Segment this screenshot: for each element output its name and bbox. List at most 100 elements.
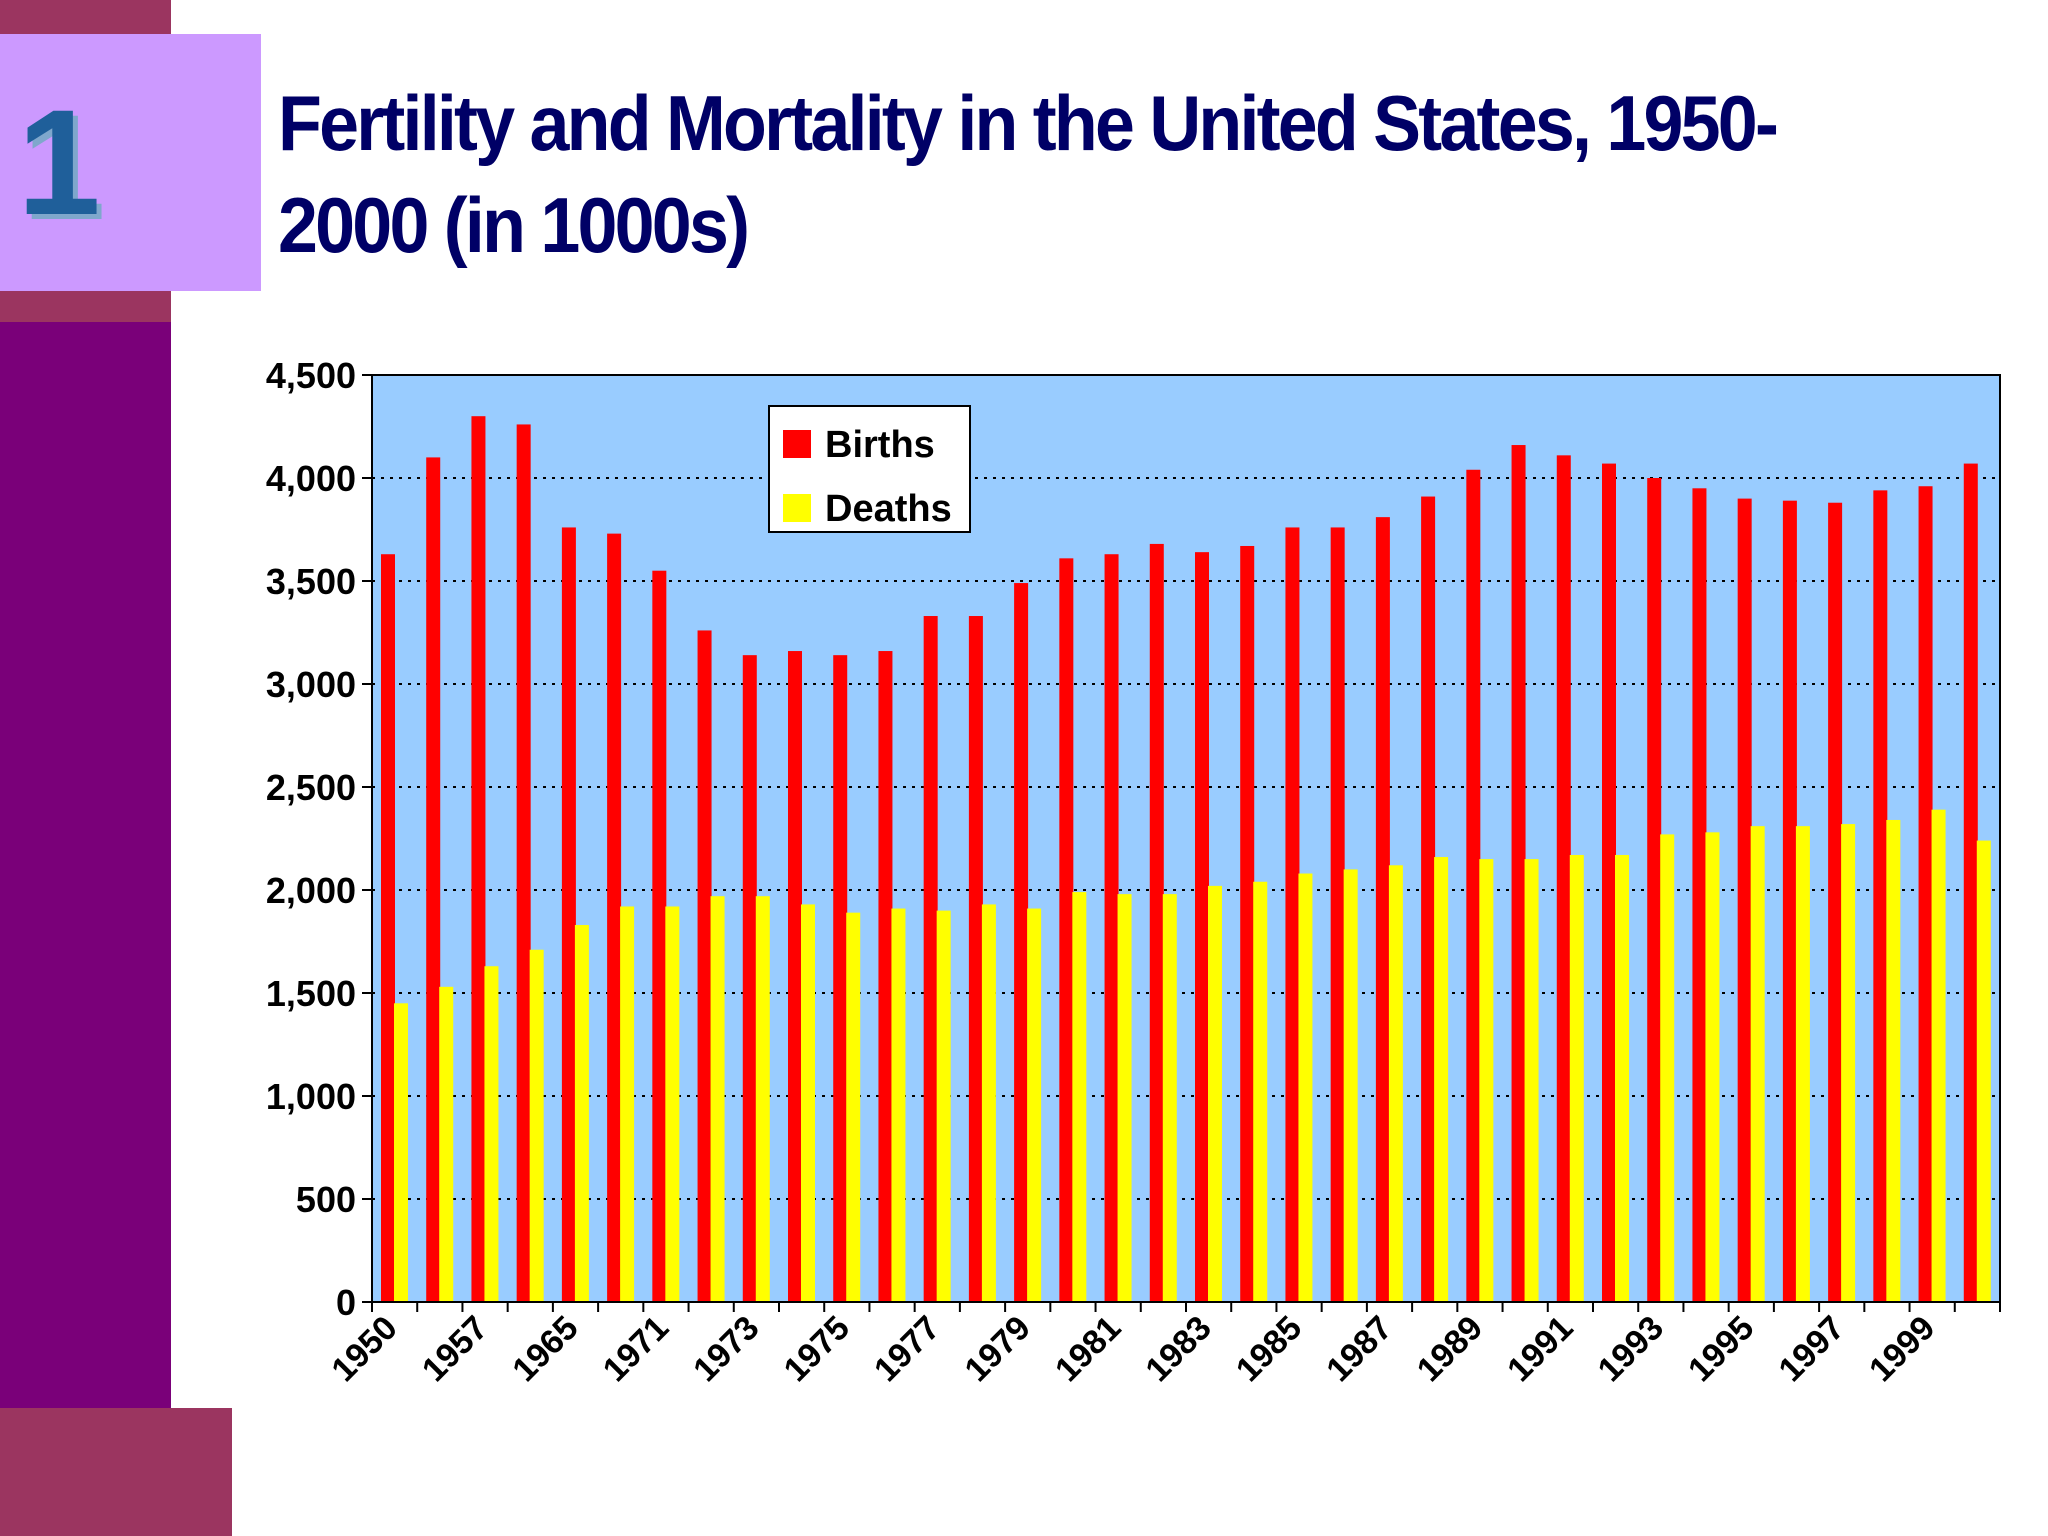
deaths-bar	[529, 949, 544, 1302]
y-tick-label: 4,000	[266, 458, 356, 499]
deaths-bar	[1162, 894, 1177, 1302]
births-bar	[426, 457, 441, 1302]
x-tick-label: 1971	[596, 1309, 676, 1389]
deaths-bar	[710, 896, 725, 1302]
births-bar	[1059, 558, 1074, 1302]
deaths-bar	[1027, 908, 1042, 1302]
x-tick-label: 1989	[1410, 1309, 1490, 1389]
deaths-bar	[1841, 824, 1856, 1302]
deaths-bar	[1524, 859, 1539, 1302]
births-bar	[1014, 583, 1029, 1302]
births-bar	[1782, 500, 1797, 1302]
x-tick-label: 1965	[505, 1309, 585, 1389]
births-bar	[1421, 496, 1436, 1302]
x-tick-label: 1993	[1591, 1309, 1671, 1389]
deaths-bar	[1117, 894, 1132, 1302]
deaths-bar	[936, 910, 951, 1302]
births-bar	[1556, 455, 1571, 1303]
births-bar	[1918, 486, 1933, 1302]
deaths-bar	[1795, 826, 1810, 1302]
births-bar	[381, 554, 395, 1302]
y-tick-label: 500	[296, 1179, 356, 1220]
deaths-bar	[981, 904, 996, 1302]
x-tick-label: 1997	[1772, 1309, 1852, 1389]
deaths-bar	[1479, 859, 1494, 1302]
deaths-bar	[1615, 854, 1629, 1302]
deaths-bar	[1434, 857, 1449, 1302]
deaths-bar	[846, 912, 861, 1302]
births-bar	[1692, 488, 1707, 1302]
legend-swatch-deaths	[783, 494, 811, 522]
births-bar	[833, 655, 848, 1302]
legend-label-births: Births	[825, 424, 935, 466]
x-tick-label: 1985	[1229, 1309, 1309, 1389]
x-tick-label: 1977	[867, 1309, 947, 1389]
deaths-bar	[801, 904, 815, 1302]
deaths-bar	[1705, 832, 1720, 1302]
births-bar	[742, 655, 757, 1302]
deaths-bar	[665, 906, 680, 1302]
deaths-bar	[1660, 834, 1675, 1302]
births-bar	[1828, 502, 1843, 1303]
births-bar	[1240, 545, 1255, 1302]
births-bar	[561, 527, 576, 1302]
births-bar	[1330, 527, 1345, 1302]
deaths-bar	[1208, 885, 1222, 1302]
births-bar	[471, 416, 486, 1302]
births-bar	[1647, 478, 1662, 1302]
deaths-bar	[1569, 854, 1584, 1302]
deaths-bar	[1976, 840, 1991, 1302]
y-tick-label: 0	[336, 1282, 356, 1323]
deaths-bar	[574, 925, 589, 1302]
x-tick-label: 1979	[958, 1309, 1038, 1389]
births-bar	[1466, 469, 1481, 1302]
deaths-bar	[620, 906, 635, 1302]
slide-number: 1	[17, 78, 101, 246]
y-tick-label: 3,000	[266, 664, 356, 705]
y-tick-label: 3,500	[266, 561, 356, 602]
births-bar	[1873, 490, 1888, 1302]
births-bar	[1195, 552, 1209, 1302]
y-tick-label: 1,500	[266, 973, 356, 1014]
legend-label-deaths: Deaths	[825, 488, 952, 530]
x-tick-label: 1995	[1681, 1309, 1761, 1389]
births-bar	[1285, 527, 1300, 1302]
deaths-bar	[1931, 809, 1946, 1302]
births-bar	[516, 424, 531, 1302]
births-bar	[1149, 543, 1164, 1302]
deaths-bar	[755, 896, 770, 1302]
births-bar	[607, 533, 622, 1302]
births-bar	[923, 616, 938, 1302]
births-bar	[878, 651, 893, 1302]
bottom-accent-block	[0, 1408, 232, 1536]
births-bar	[1602, 463, 1616, 1303]
y-tick-label: 2,000	[266, 870, 356, 911]
births-bar	[652, 570, 667, 1302]
y-tick-label: 4,500	[266, 355, 356, 396]
deaths-bar	[1343, 869, 1358, 1302]
births-bar	[788, 651, 802, 1302]
x-tick-label: 1983	[1138, 1309, 1218, 1389]
deaths-bar	[1072, 892, 1087, 1302]
x-tick-label: 1991	[1500, 1309, 1580, 1389]
deaths-bar	[1886, 819, 1901, 1302]
births-bar	[1104, 554, 1119, 1302]
births-bar	[968, 616, 983, 1302]
deaths-bar	[1388, 865, 1403, 1302]
deaths-bar	[1750, 826, 1765, 1302]
deaths-bar	[1253, 881, 1268, 1302]
births-bar	[1963, 463, 1978, 1303]
deaths-bar	[394, 1003, 408, 1302]
x-tick-label: 1981	[1048, 1309, 1128, 1389]
y-tick-label: 1,000	[266, 1076, 356, 1117]
births-bar	[697, 630, 712, 1302]
births-bar	[1375, 517, 1390, 1302]
x-tick-label: 1975	[777, 1309, 857, 1389]
deaths-bar	[484, 966, 499, 1302]
deaths-bar	[1298, 873, 1313, 1302]
x-tick-label: 1957	[415, 1309, 495, 1389]
x-tick-label: 1973	[686, 1309, 766, 1389]
births-bar	[1511, 445, 1526, 1302]
slide-number-box	[0, 34, 261, 291]
